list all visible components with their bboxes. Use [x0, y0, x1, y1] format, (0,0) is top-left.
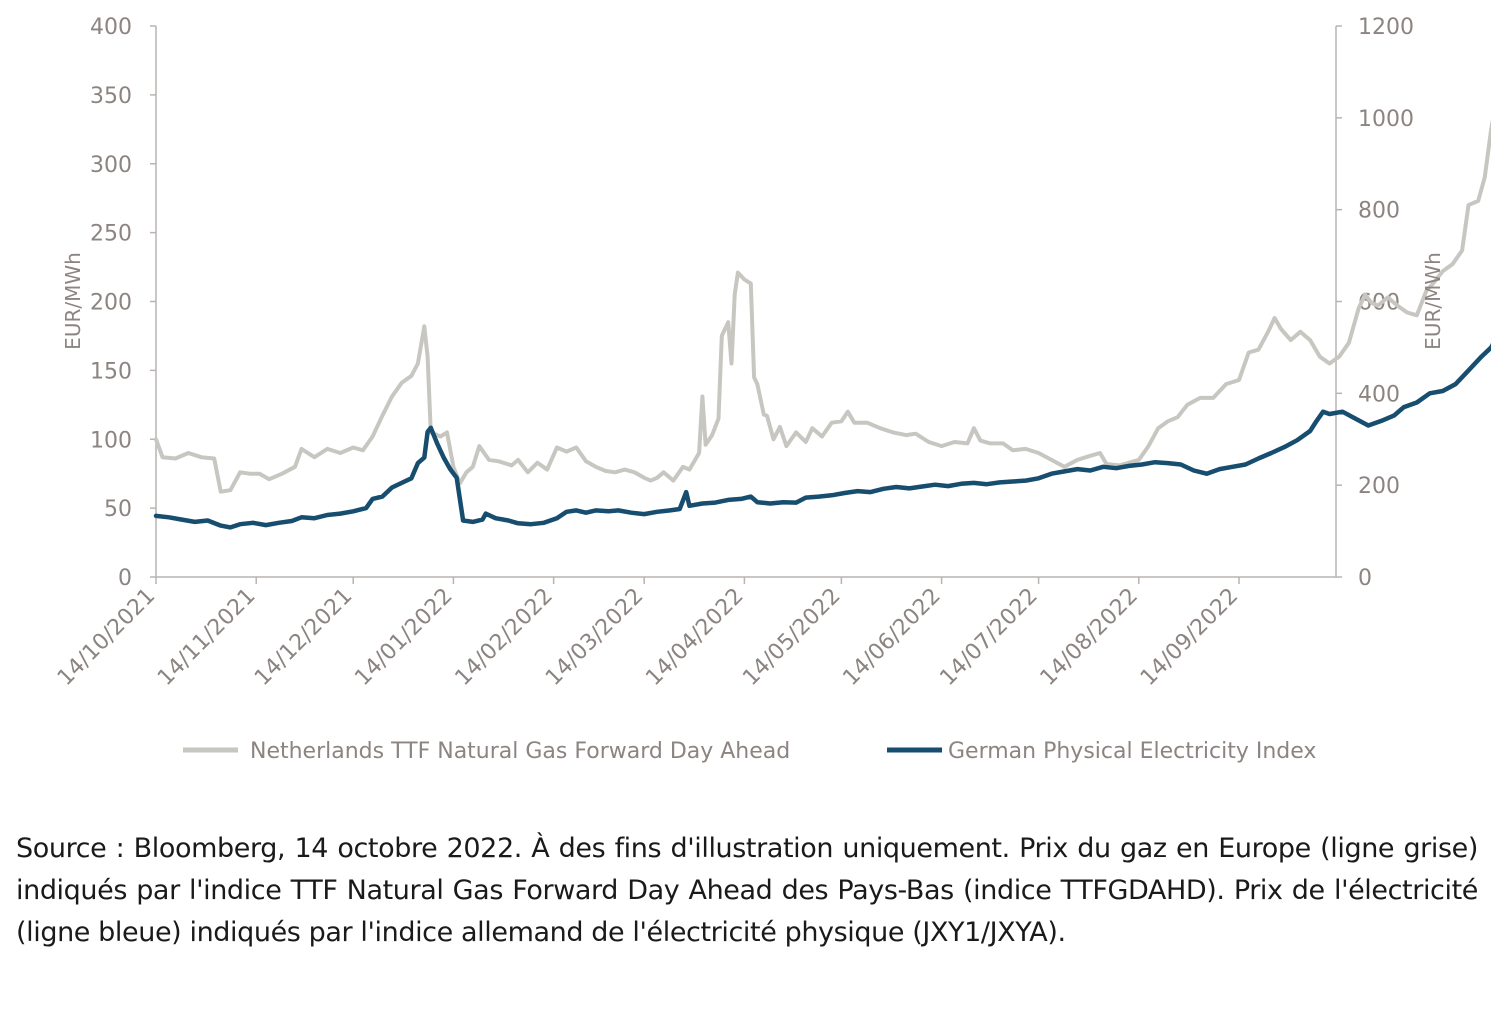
series-line-electricity: [153, 342, 1491, 530]
x-tick-label: 14/09/2022: [1136, 584, 1243, 691]
x-tick-label: 14/01/2022: [350, 584, 457, 691]
right-y-tick-label: 800: [1358, 199, 1400, 224]
x-axis-ticks: 14/10/202114/11/202114/12/202114/01/2022…: [53, 577, 1243, 691]
chart-axes: [155, 26, 1337, 578]
right-y-tick-label: 200: [1358, 474, 1400, 499]
x-tick-label: 14/05/2022: [738, 584, 845, 691]
legend: Netherlands TTF Natural Gas Forward Day …: [183, 739, 1316, 764]
legend-label-electricity: German Physical Electricity Index: [948, 739, 1316, 764]
legend-item-electricity: German Physical Electricity Index: [887, 739, 1316, 764]
left-y-tick-label: 350: [90, 84, 132, 109]
right-y-axis-title: EUR/MWh: [1421, 252, 1445, 350]
left-y-tick-label: 300: [90, 153, 132, 178]
left-y-axis-title: EUR/MWh: [61, 252, 85, 350]
left-y-tick-label: 50: [104, 497, 132, 522]
x-tick-label: 14/10/2021: [53, 584, 160, 691]
right-y-tick-label: 1000: [1358, 107, 1414, 132]
right-y-tick-label: 1200: [1358, 15, 1414, 40]
x-tick-label: 14/12/2021: [250, 584, 357, 691]
x-tick-label: 14/08/2022: [1036, 584, 1143, 691]
right-y-tick-label: 400: [1358, 382, 1400, 407]
x-tick-label: 14/06/2022: [838, 584, 945, 691]
x-tick-label: 14/04/2022: [641, 584, 748, 691]
left-y-tick-label: 150: [90, 359, 132, 384]
legend-label-gas: Netherlands TTF Natural Gas Forward Day …: [250, 739, 790, 764]
left-y-tick-label: 400: [90, 15, 132, 40]
left-y-tick-label: 100: [90, 428, 132, 453]
left-y-tick-label: 250: [90, 222, 132, 247]
series-line-gas: [154, 119, 1491, 494]
x-tick-label: 14/11/2021: [153, 584, 260, 691]
source-caption: Source : Bloomberg, 14 octobre 2022. À d…: [16, 833, 1478, 948]
left-y-tick-label: 0: [118, 566, 132, 591]
left-y-axis-ticks: 0 50 100 150 200 250 300 350 400: [90, 15, 156, 591]
series-layer: [153, 119, 1491, 530]
x-tick-label: 14/03/2022: [541, 584, 648, 691]
left-y-tick-label: 200: [90, 291, 132, 316]
legend-item-gas: Netherlands TTF Natural Gas Forward Day …: [183, 739, 790, 764]
right-y-tick-label: 0: [1358, 566, 1372, 591]
x-tick-label: 14/07/2022: [935, 584, 1042, 691]
